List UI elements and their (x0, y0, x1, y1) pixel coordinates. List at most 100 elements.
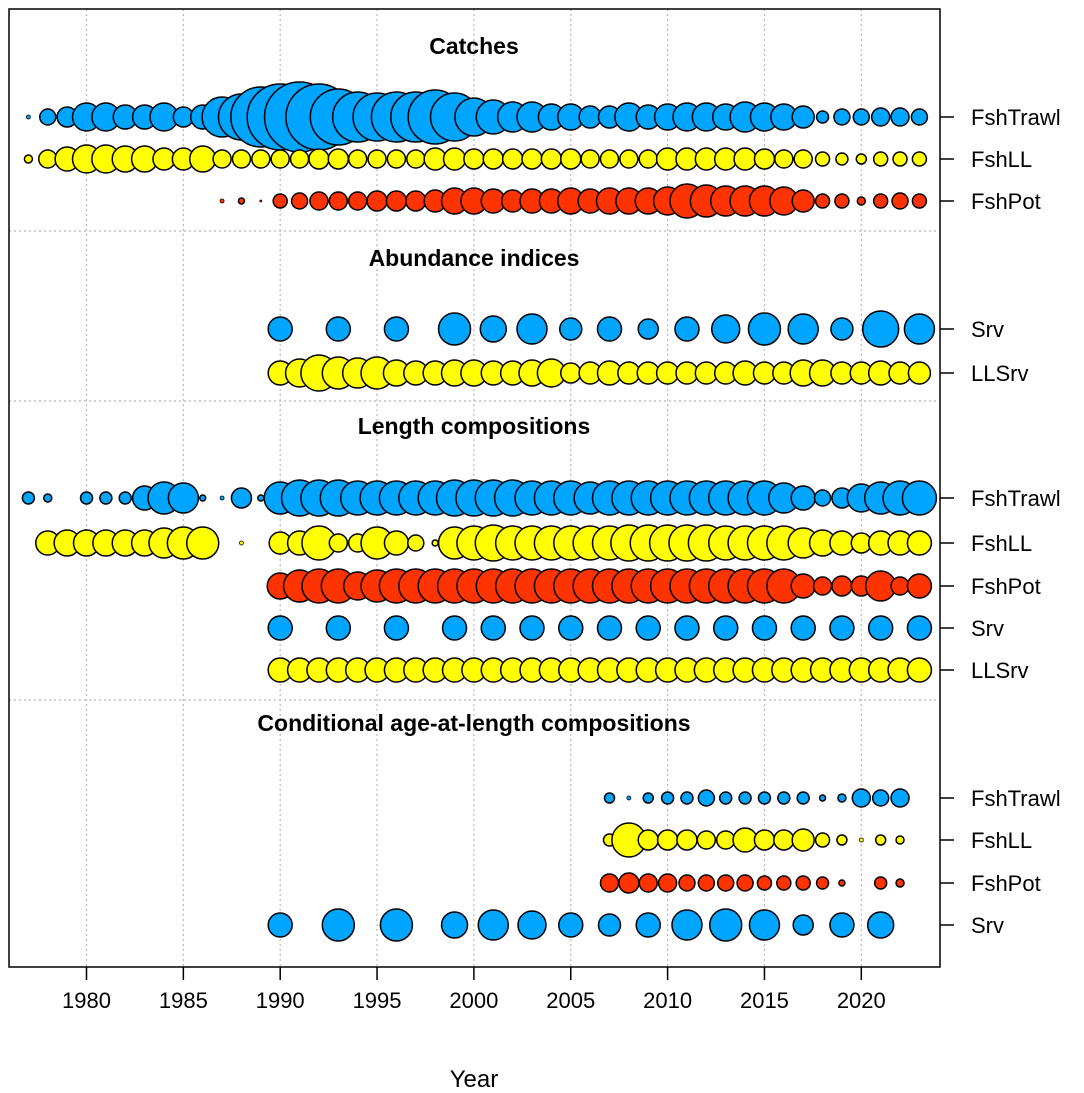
bubble (710, 314, 741, 344)
x-tick-label: 2000 (449, 988, 498, 1013)
bubble (776, 875, 792, 891)
bubble (198, 494, 207, 502)
x-tick-label: 1985 (159, 988, 208, 1013)
bubble (79, 491, 94, 505)
panel-title: Catches (429, 33, 518, 59)
bubble (407, 534, 425, 552)
bubble (482, 148, 505, 170)
bubble (838, 879, 846, 887)
row-label: Srv (971, 616, 1004, 641)
row-label: LLSrv (971, 361, 1028, 386)
row-label: FshLL (971, 828, 1032, 853)
bubble (437, 312, 472, 346)
bubble (901, 480, 938, 516)
bubble (599, 873, 620, 893)
bubble (815, 110, 830, 124)
bubble (596, 316, 623, 342)
bubble (671, 909, 703, 941)
bubble (793, 149, 813, 169)
bubble (638, 149, 658, 169)
bubble (167, 482, 200, 514)
bubble (43, 493, 53, 503)
axes (85, 116, 954, 980)
bubble (708, 908, 743, 942)
row-label: LLSrv (971, 658, 1028, 683)
bubble (890, 576, 910, 596)
bubble (635, 615, 661, 641)
bubble (517, 910, 547, 940)
bubble (212, 149, 232, 169)
bubble (463, 148, 485, 170)
bubble (237, 197, 246, 205)
bubble (787, 313, 819, 345)
bubble (230, 487, 253, 509)
bubble (712, 615, 739, 641)
bubble (836, 834, 848, 846)
bubble (619, 149, 639, 169)
row-label: FshLL (971, 147, 1032, 172)
row-label: Srv (971, 913, 1004, 938)
row-label: FshTrawl (971, 786, 1061, 811)
bubble (477, 909, 510, 941)
bubble (872, 151, 889, 167)
bubble (774, 149, 794, 169)
bubble (637, 318, 659, 340)
bubble (790, 573, 816, 599)
bubble (829, 530, 855, 556)
panel-title: Abundance indices (369, 245, 580, 271)
row-label: FshTrawl (971, 105, 1061, 130)
bubble (118, 491, 132, 505)
bubble (347, 149, 368, 169)
bubble (890, 788, 910, 808)
bubble (837, 793, 847, 803)
bubble (791, 105, 815, 129)
bubble (796, 791, 810, 805)
bubble (696, 830, 717, 850)
bubble (680, 791, 694, 805)
bubble (642, 792, 654, 804)
bubble (272, 193, 288, 209)
row-label: FshLL (971, 531, 1032, 556)
bubble (321, 908, 356, 942)
bubble (383, 615, 410, 641)
bubble (560, 362, 582, 384)
bubble (895, 835, 905, 845)
x-tick-label: 1995 (353, 988, 402, 1013)
bubble (851, 788, 872, 808)
bubble (219, 198, 225, 204)
x-tick-label: 2005 (546, 988, 595, 1013)
bubble (558, 912, 584, 938)
bubble (328, 191, 349, 211)
bubble (697, 874, 716, 892)
bubble (753, 829, 776, 851)
bubble (599, 149, 620, 169)
bubble (795, 875, 811, 891)
bubble (910, 108, 929, 126)
bubble (834, 193, 850, 209)
bubble (855, 153, 868, 165)
bubble (777, 791, 791, 805)
bubble (442, 147, 467, 171)
bubble (866, 911, 895, 939)
x-tick-label: 1980 (62, 988, 111, 1013)
bubbles (21, 81, 938, 942)
bubble (818, 794, 827, 802)
bubble (521, 148, 543, 170)
bubble (891, 192, 909, 210)
bubble (732, 827, 758, 853)
panel-title: Conditional age-at-length compositions (257, 710, 690, 736)
bubble (23, 154, 34, 164)
bubble (861, 310, 900, 348)
bubble (309, 191, 329, 211)
bubble (501, 148, 524, 170)
bubble (231, 149, 252, 169)
bubble (753, 148, 776, 170)
bubble (386, 149, 407, 169)
row-label: FshTrawl (971, 486, 1061, 511)
bubble (736, 874, 754, 892)
bubble (871, 789, 890, 807)
bubble (873, 876, 888, 890)
bubble (519, 615, 545, 641)
bubble (516, 313, 548, 345)
